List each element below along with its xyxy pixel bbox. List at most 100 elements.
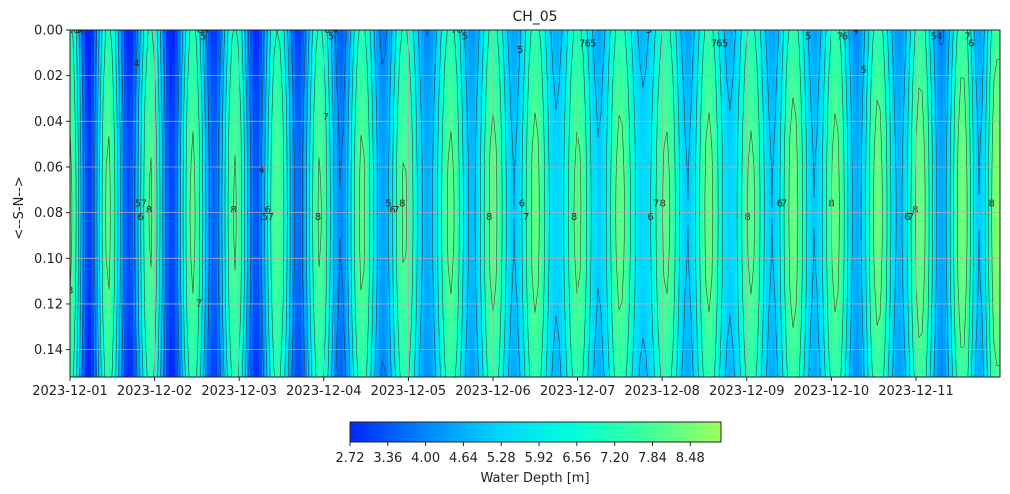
heatmap-cell <box>733 63 737 71</box>
heatmap-cell <box>445 70 449 78</box>
heatmap-cell <box>661 123 665 131</box>
heatmap-cell <box>898 70 902 78</box>
heatmap-cell <box>724 123 728 131</box>
heatmap-cell <box>418 116 422 125</box>
heatmap-cell <box>781 36 785 44</box>
heatmap-cell <box>379 90 383 98</box>
heatmap-cell <box>607 116 611 125</box>
heatmap-cell <box>820 116 824 125</box>
heatmap-cell <box>688 83 692 91</box>
heatmap-cell <box>247 90 251 98</box>
heatmap-cell <box>151 50 155 58</box>
heatmap-cell <box>835 36 839 44</box>
heatmap-cell <box>112 123 116 131</box>
heatmap-cell <box>763 116 767 125</box>
heatmap-cell <box>955 90 959 98</box>
heatmap-cell <box>877 96 881 104</box>
heatmap-cell <box>580 83 584 91</box>
heatmap-cell <box>376 96 380 104</box>
heatmap-cell <box>184 103 188 111</box>
heatmap-cell <box>964 63 968 71</box>
heatmap-cell <box>769 123 773 131</box>
heatmap-cell <box>109 123 113 131</box>
heatmap-cell <box>133 103 137 111</box>
heatmap-cell <box>316 110 320 118</box>
heatmap-cell <box>145 76 149 84</box>
heatmap-cell <box>928 96 932 104</box>
heatmap-cell <box>991 50 995 58</box>
heatmap-cell <box>211 96 215 104</box>
heatmap-cell <box>115 36 119 44</box>
heatmap-cell <box>208 43 212 51</box>
heatmap-cell <box>475 116 479 125</box>
heatmap-cell <box>271 123 275 131</box>
heatmap-cell <box>985 90 989 98</box>
heatmap-cell <box>988 56 992 64</box>
heatmap-cell <box>451 83 455 91</box>
heatmap-cell <box>289 83 293 91</box>
heatmap-cell <box>997 43 1000 51</box>
heatmap-cell <box>103 123 107 131</box>
heatmap-cell <box>277 116 281 125</box>
heatmap-cell <box>595 83 599 91</box>
heatmap-cell <box>574 83 578 91</box>
heatmap-cell <box>493 50 497 58</box>
heatmap-cell <box>79 83 83 91</box>
heatmap-cell <box>451 56 455 64</box>
heatmap-cell <box>376 90 380 98</box>
heatmap-cell <box>859 50 863 58</box>
heatmap-cell <box>496 83 500 91</box>
heatmap-cell <box>586 50 590 58</box>
heatmap-cell <box>490 76 494 84</box>
heatmap-cell <box>424 70 428 78</box>
heatmap-cell <box>139 36 143 44</box>
heatmap-cell <box>832 30 836 38</box>
heatmap-cell <box>187 36 191 44</box>
heatmap-cell <box>157 30 161 38</box>
heatmap-cell <box>349 90 353 98</box>
heatmap-cell <box>331 43 335 51</box>
heatmap-cell <box>253 130 257 138</box>
heatmap-cell <box>910 96 914 104</box>
heatmap-cell <box>385 70 389 78</box>
heatmap-cell <box>166 30 170 38</box>
heatmap-cell <box>898 56 902 64</box>
heatmap-cell <box>904 110 908 118</box>
heatmap-cell <box>397 130 401 138</box>
heatmap-cell <box>898 123 902 131</box>
heatmap-cell <box>172 43 176 51</box>
heatmap-cell <box>316 56 320 64</box>
heatmap-cell <box>517 123 521 131</box>
heatmap-cell <box>454 70 458 78</box>
heatmap-cell <box>532 83 536 91</box>
heatmap-cell <box>871 103 875 111</box>
heatmap-cell <box>805 96 809 104</box>
heatmap-cell <box>106 36 110 44</box>
heatmap-cell <box>661 76 665 84</box>
heatmap-cell <box>628 96 632 104</box>
heatmap-cell <box>706 63 710 71</box>
heatmap-cell <box>637 130 641 138</box>
heatmap-cell <box>685 30 689 38</box>
heatmap-cell <box>790 90 794 98</box>
heatmap-cell <box>289 56 293 64</box>
heatmap-cell <box>961 116 965 125</box>
heatmap-cell <box>379 30 383 38</box>
heatmap-cell <box>109 116 113 125</box>
heatmap-cell <box>799 43 803 51</box>
heatmap-cell <box>613 30 617 38</box>
heatmap-cell <box>733 70 737 78</box>
heatmap-cell <box>259 123 263 131</box>
heatmap-cell <box>775 90 779 98</box>
heatmap-cell <box>826 76 830 84</box>
heatmap-cell <box>91 76 95 84</box>
heatmap-cell <box>796 83 800 91</box>
heatmap-cell <box>136 76 140 84</box>
heatmap-cell <box>145 90 149 98</box>
heatmap-cell <box>175 103 179 111</box>
heatmap-cell <box>997 36 1000 44</box>
heatmap-cell <box>691 96 695 104</box>
heatmap-cell <box>304 56 308 64</box>
heatmap-cell <box>937 90 941 98</box>
heatmap-cell <box>700 56 704 64</box>
